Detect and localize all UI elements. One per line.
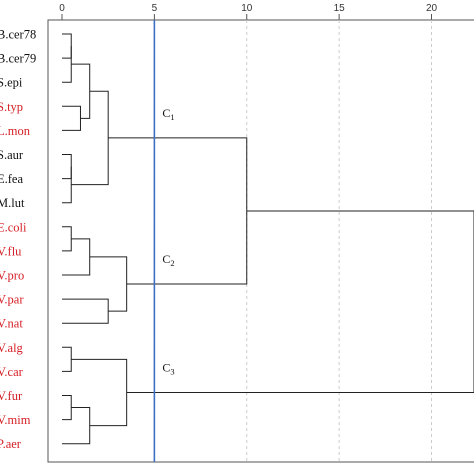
cluster-label-sub-1: 1: [170, 112, 174, 122]
cluster-label-1: C1: [162, 106, 174, 122]
leaf-label-15: V.fur: [0, 389, 23, 403]
leaf-label-10: V.pro: [0, 269, 24, 283]
leaf-label-8: E.coli: [0, 220, 27, 234]
leaf-label-14: V.car: [0, 365, 24, 379]
cluster-label-3: C3: [162, 360, 174, 376]
cluster-label-2: C2: [162, 252, 174, 268]
dendrogram-link-m4: [71, 63, 91, 119]
leaf-label-0: B.cer78: [0, 28, 36, 42]
cluster-labels: C1 C2 C3: [162, 106, 174, 377]
cluster-label-sub-2: 2: [170, 258, 174, 268]
dendrogram-link-m17: [126, 210, 474, 393]
leaf-label-16: V.mim: [0, 413, 31, 427]
leaf-labels: B.cer78 B.cer79 S.epi S.typ L.mon S.aur E.fea M…: [0, 28, 36, 452]
x-tick-label-10: 10: [241, 3, 253, 14]
grid-lines: [153, 20, 433, 462]
x-tick-label-0: 0: [59, 3, 65, 14]
x-axis-ticks: 0 5 10 15 20: [59, 3, 438, 20]
dendrogram-link-m3: [62, 105, 81, 131]
leaf-label-11: V.par: [0, 293, 24, 307]
leaf-label-9: V.flu: [0, 244, 22, 258]
leaf-label-12: V.nat: [0, 317, 23, 331]
dendrogram-link-m8: [62, 226, 72, 252]
x-tick-label-5: 5: [152, 3, 158, 14]
dendrogram-link-m7: [71, 90, 109, 186]
dendrogram-link-m15: [62, 407, 91, 445]
leaf-label-2: S.epi: [0, 76, 23, 90]
dendrogram-link-m10: [62, 298, 109, 324]
plot-frame: [47, 19, 474, 463]
dendrogram-tree: [62, 33, 474, 445]
dendrogram-link-m2: [62, 46, 72, 83]
leaf-label-3: S.typ: [0, 100, 23, 114]
dendrogram-link-m5: [62, 154, 72, 180]
leaf-label-17: P.aer: [0, 437, 22, 451]
leaf-label-5: S.aur: [0, 148, 24, 162]
dendrogram-link-m13: [62, 346, 72, 372]
leaf-label-13: V.alg: [0, 341, 24, 355]
dendrogram-link-m1: [62, 33, 72, 59]
dendrogram-link-m16: [71, 358, 128, 427]
leaf-label-4: L.mon: [0, 124, 31, 138]
x-tick-label-15: 15: [334, 3, 346, 14]
leaf-label-6: E.fea: [0, 172, 23, 186]
leaf-label-1: B.cer79: [0, 52, 36, 66]
dendrogram-link-m14: [62, 395, 72, 421]
leaf-label-7: M.lut: [0, 196, 25, 210]
dendrogram-link-m12: [108, 137, 248, 285]
dendrogram-link-m6: [62, 166, 72, 204]
dendrogram-link-m9: [62, 238, 91, 276]
cluster-label-sub-3: 3: [170, 366, 174, 376]
x-tick-label-20: 20: [426, 3, 438, 14]
